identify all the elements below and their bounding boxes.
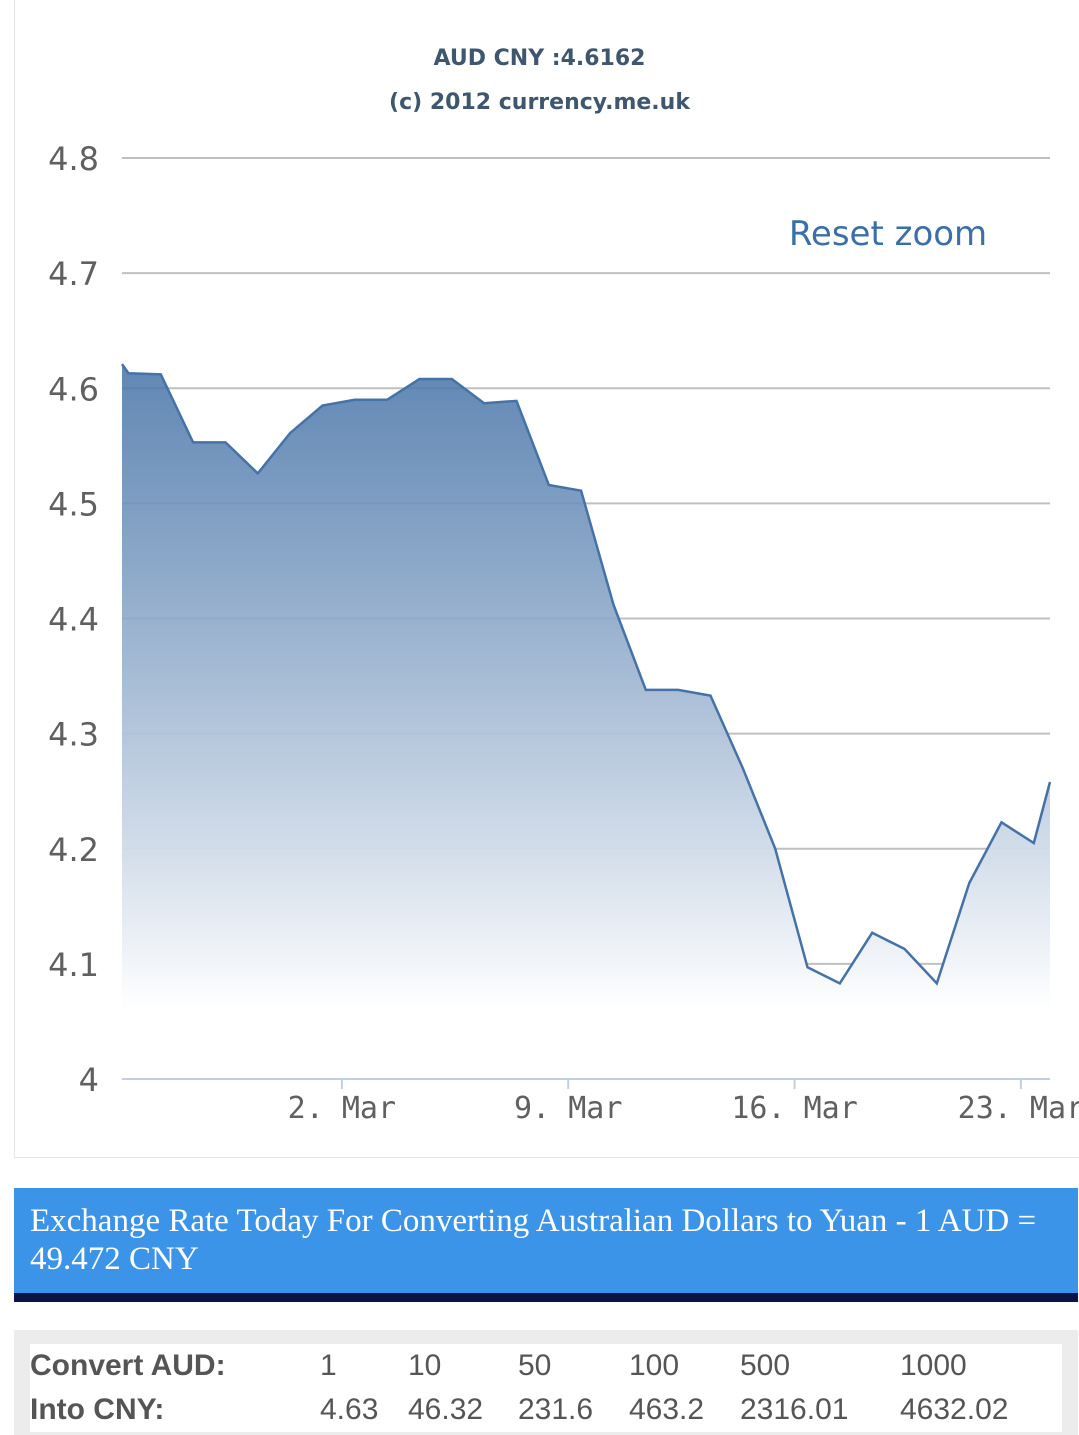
table-cell: 2316.01 bbox=[740, 1393, 849, 1426]
y-tick-label: 4.5 bbox=[48, 485, 99, 523]
series-area bbox=[122, 364, 1050, 1010]
into-cny-label: Into CNY: bbox=[30, 1393, 165, 1426]
y-tick-label: 4.7 bbox=[48, 255, 99, 293]
table-cell: 463.2 bbox=[629, 1393, 705, 1426]
y-tick-label: 4.1 bbox=[48, 946, 99, 984]
x-tick-label: 16. Mar bbox=[731, 1091, 857, 1126]
table-row: Convert AUD: 1 10 50 100 500 1000 bbox=[30, 1344, 1062, 1388]
x-axis bbox=[122, 1078, 1050, 1089]
y-axis-labels: 4.8 4.7 4.6 4.5 4.4 4.3 4.2 4.1 4 bbox=[48, 140, 99, 1099]
conversion-table-container: Convert AUD: 1 10 50 100 500 1000 Into C… bbox=[14, 1330, 1078, 1435]
table-cell: 100 bbox=[629, 1349, 680, 1382]
exchange-rate-banner: Exchange Rate Today For Converting Austr… bbox=[14, 1188, 1078, 1302]
y-tick-label: 4.3 bbox=[48, 716, 99, 754]
convert-aud-label: Convert AUD: bbox=[30, 1349, 226, 1382]
reset-zoom-button[interactable]: Reset zoom bbox=[778, 208, 998, 260]
series-line bbox=[120, 363, 1052, 986]
table-cell: 1 bbox=[320, 1349, 337, 1382]
table-cell: 231.6 bbox=[518, 1393, 594, 1426]
x-axis-labels: 2. Mar 9. Mar 16. Mar 23. Mar bbox=[288, 1091, 1079, 1126]
banner-text: Exchange Rate Today For Converting Austr… bbox=[30, 1203, 1037, 1277]
x-tick-label: 23. Mar bbox=[958, 1091, 1079, 1126]
chart-subtitle: (c) 2012 currency.me.uk bbox=[389, 90, 690, 115]
y-tick-label: 4.8 bbox=[48, 140, 99, 178]
x-tick-label: 9. Mar bbox=[514, 1091, 622, 1126]
table-cell: 50 bbox=[518, 1349, 552, 1382]
table-cell: 4.63 bbox=[320, 1393, 379, 1426]
chart-title: AUD CNY :4.6162 bbox=[433, 46, 646, 71]
table-cell: 1000 bbox=[900, 1349, 967, 1382]
exchange-rate-chart: 4.8 4.7 4.6 4.5 4.4 4.3 4.2 4.1 4 2. Mar 9. Mar 16… bbox=[48, 140, 1079, 1126]
y-tick-label: 4 bbox=[79, 1061, 99, 1099]
table-cell: 500 bbox=[740, 1349, 791, 1382]
table-row: Into CNY: 4.63 46.32 231.6 463.2 2316.01… bbox=[30, 1388, 1062, 1432]
table-cell: 10 bbox=[408, 1349, 442, 1382]
x-tick-label: 2. Mar bbox=[288, 1091, 396, 1126]
table-cell: 4632.02 bbox=[900, 1393, 1009, 1426]
y-tick-label: 4.6 bbox=[48, 370, 99, 408]
y-tick-label: 4.4 bbox=[48, 601, 99, 639]
conversion-table: Convert AUD: 1 10 50 100 500 1000 Into C… bbox=[30, 1344, 1062, 1432]
y-tick-label: 4.2 bbox=[48, 831, 99, 869]
table-cell: 46.32 bbox=[408, 1393, 484, 1426]
